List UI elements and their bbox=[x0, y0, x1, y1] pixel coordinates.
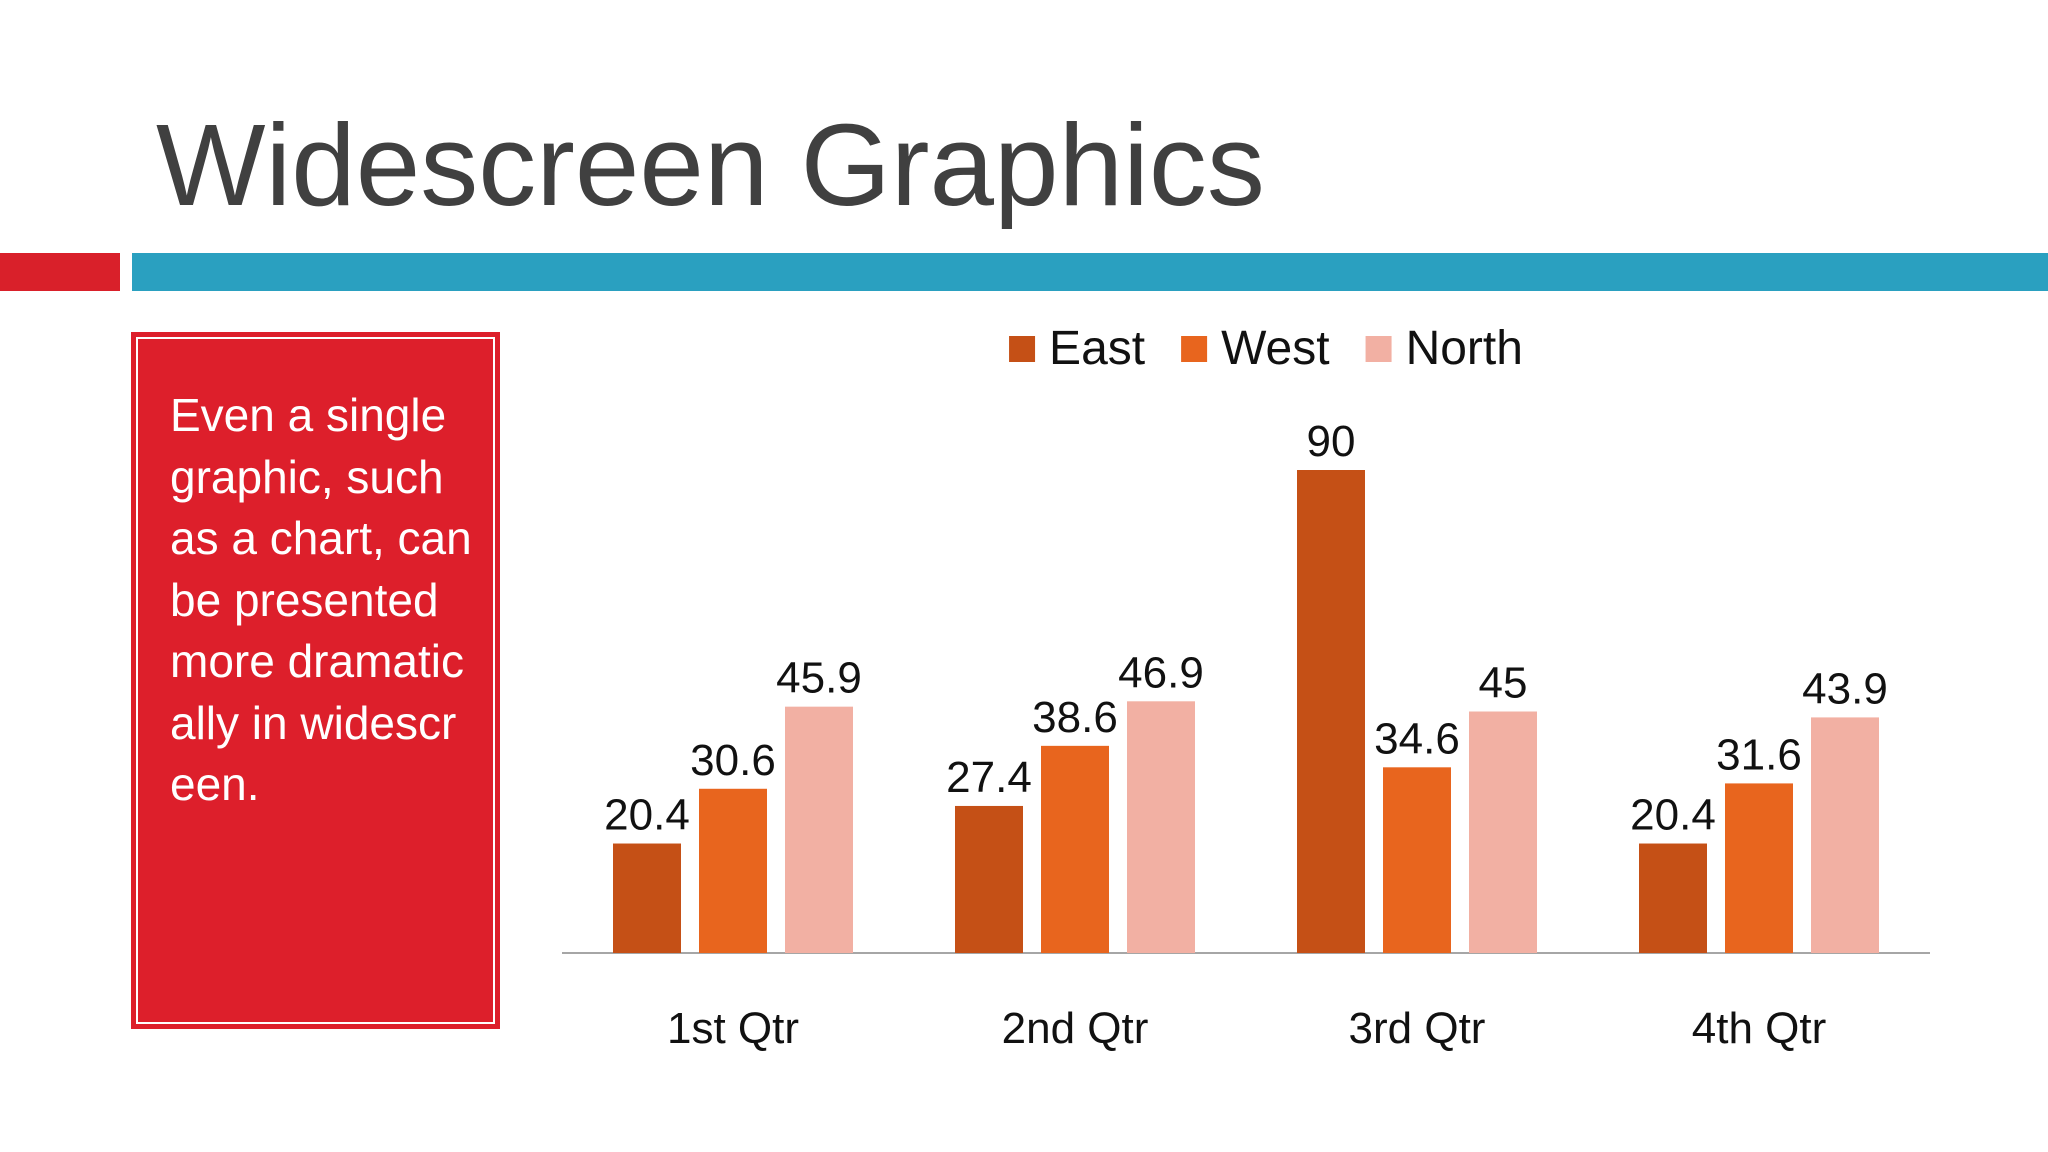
data-label: 27.4 bbox=[946, 753, 1032, 802]
bar bbox=[1041, 745, 1109, 953]
bar bbox=[1127, 701, 1195, 953]
bar bbox=[699, 788, 767, 953]
legend-label: East bbox=[1049, 322, 1145, 375]
x-tick-label: 4th Qtr bbox=[1692, 1004, 1827, 1053]
legend-swatch bbox=[1181, 336, 1208, 362]
data-label: 20.4 bbox=[1630, 791, 1716, 840]
data-label: 34.6 bbox=[1374, 714, 1460, 763]
bar bbox=[1383, 767, 1451, 953]
data-label: 90 bbox=[1307, 417, 1356, 466]
bar bbox=[1639, 843, 1707, 953]
x-tick-label: 1st Qtr bbox=[667, 1004, 799, 1053]
bar bbox=[785, 706, 853, 953]
data-label: 20.4 bbox=[604, 791, 690, 840]
data-label: 43.9 bbox=[1802, 664, 1888, 713]
accent-bar bbox=[132, 253, 2048, 291]
legend-swatch bbox=[1009, 336, 1036, 362]
bar bbox=[613, 843, 681, 953]
accent-bar bbox=[0, 253, 120, 291]
data-label: 45.9 bbox=[776, 654, 862, 703]
bar bbox=[1811, 717, 1879, 953]
x-tick-label: 3rd Qtr bbox=[1349, 1004, 1486, 1053]
bar bbox=[955, 805, 1023, 953]
data-label: 30.6 bbox=[690, 736, 776, 785]
bar bbox=[1297, 470, 1365, 953]
data-label: 46.9 bbox=[1118, 648, 1204, 697]
bar bbox=[1469, 711, 1537, 953]
bar bbox=[1725, 783, 1793, 953]
data-label: 31.6 bbox=[1716, 730, 1802, 779]
data-label: 45 bbox=[1479, 659, 1528, 708]
legend-label: West bbox=[1221, 322, 1329, 375]
data-label: 38.6 bbox=[1032, 693, 1118, 742]
legend-label: North bbox=[1406, 322, 1523, 375]
text-box: Even a single graphic, such as a chart, … bbox=[131, 332, 500, 1029]
legend-swatch bbox=[1365, 336, 1392, 362]
slide-title: Widescreen Graphics bbox=[156, 100, 1265, 230]
text-box-body: Even a single graphic, such as a chart, … bbox=[170, 389, 472, 810]
x-tick-label: 2nd Qtr bbox=[1002, 1004, 1149, 1053]
